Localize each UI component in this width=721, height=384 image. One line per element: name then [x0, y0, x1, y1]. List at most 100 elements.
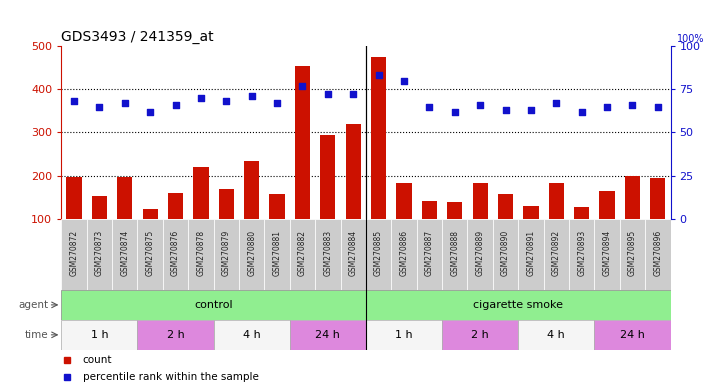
Text: GSM270894: GSM270894 [603, 230, 611, 276]
Text: GSM270883: GSM270883 [323, 230, 332, 276]
Text: GSM270878: GSM270878 [196, 230, 205, 276]
Bar [544, 219, 569, 290]
Point [652, 104, 663, 110]
Text: agent: agent [19, 300, 48, 310]
Text: GSM270895: GSM270895 [628, 230, 637, 276]
Bar [371, 57, 386, 262]
Text: GSM270884: GSM270884 [349, 230, 358, 276]
Text: GSM270874: GSM270874 [120, 230, 129, 276]
Bar [493, 219, 518, 290]
Point [525, 107, 536, 113]
Bar [442, 219, 467, 290]
Text: GSM270879: GSM270879 [222, 230, 231, 276]
Point [551, 100, 562, 106]
Point [601, 104, 613, 110]
Point [246, 93, 257, 99]
Bar [345, 124, 360, 262]
Bar [193, 167, 208, 262]
Bar [290, 219, 315, 290]
Bar [599, 191, 615, 262]
Bar [61, 320, 138, 350]
Point [221, 98, 232, 104]
Bar [397, 184, 412, 262]
Text: GSM270880: GSM270880 [247, 230, 256, 276]
Bar [290, 320, 366, 350]
Point [373, 73, 384, 79]
Bar [213, 219, 239, 290]
Text: 24 h: 24 h [315, 330, 340, 340]
Text: GSM270876: GSM270876 [171, 230, 180, 276]
Text: GSM270889: GSM270889 [476, 230, 485, 276]
Bar [61, 219, 87, 290]
Bar [422, 201, 437, 262]
Text: GSM270892: GSM270892 [552, 230, 561, 276]
Bar [569, 219, 594, 290]
Bar [265, 219, 290, 290]
Bar [163, 219, 188, 290]
Text: 24 h: 24 h [620, 330, 645, 340]
Point [144, 109, 156, 115]
Bar [117, 177, 133, 262]
Point [296, 83, 308, 89]
Bar [239, 219, 265, 290]
Bar [366, 290, 671, 320]
Text: 2 h: 2 h [167, 330, 185, 340]
Bar [61, 290, 366, 320]
Bar [620, 219, 645, 290]
Text: GSM270893: GSM270893 [578, 230, 586, 276]
Point [474, 102, 486, 108]
Bar [518, 219, 544, 290]
Text: 1 h: 1 h [395, 330, 413, 340]
Point [119, 100, 131, 106]
Point [169, 102, 181, 108]
Text: GSM270872: GSM270872 [69, 230, 79, 276]
Point [576, 109, 588, 115]
Bar [594, 320, 671, 350]
Text: GSM270886: GSM270886 [399, 230, 409, 276]
Bar [138, 219, 163, 290]
Point [271, 100, 283, 106]
Point [322, 91, 334, 98]
Bar [392, 219, 417, 290]
Bar [295, 66, 310, 262]
Bar [87, 219, 112, 290]
Text: 1 h: 1 h [91, 330, 108, 340]
Point [424, 104, 435, 110]
Bar [523, 206, 539, 262]
Point [398, 78, 410, 84]
Bar [143, 209, 158, 262]
Bar [138, 320, 213, 350]
Bar [549, 183, 564, 262]
Text: GSM270873: GSM270873 [95, 230, 104, 276]
Text: 100%: 100% [676, 34, 704, 44]
Point [627, 102, 638, 108]
Bar [518, 320, 594, 350]
Bar [218, 189, 234, 262]
Bar [270, 194, 285, 262]
Point [500, 107, 511, 113]
Text: 4 h: 4 h [243, 330, 260, 340]
Text: percentile rank within the sample: percentile rank within the sample [83, 372, 259, 382]
Bar [472, 183, 488, 262]
Text: cigarette smoke: cigarette smoke [473, 300, 563, 310]
Text: GSM270881: GSM270881 [273, 230, 282, 276]
Text: time: time [25, 330, 48, 340]
Bar [315, 219, 340, 290]
Point [449, 109, 461, 115]
Bar [66, 177, 81, 262]
Point [68, 98, 80, 104]
Bar [112, 219, 138, 290]
Bar [594, 219, 620, 290]
Text: count: count [83, 355, 112, 365]
Bar [320, 135, 335, 262]
Bar [645, 219, 671, 290]
Text: control: control [194, 300, 233, 310]
Bar [168, 193, 183, 262]
Bar [447, 202, 462, 262]
Text: GSM270875: GSM270875 [146, 230, 154, 276]
Text: GSM270882: GSM270882 [298, 230, 307, 276]
Text: GSM270891: GSM270891 [526, 230, 536, 276]
Bar [92, 196, 107, 262]
Bar [366, 219, 392, 290]
Text: GSM270885: GSM270885 [374, 230, 383, 276]
